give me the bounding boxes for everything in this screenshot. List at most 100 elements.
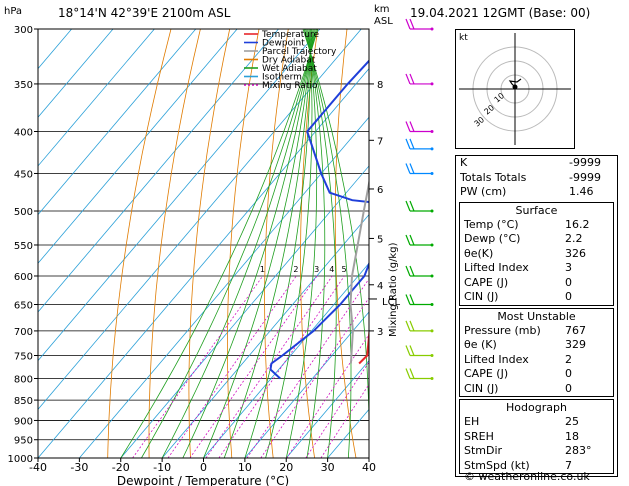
legend-label: Dry Adiabat [262, 56, 316, 66]
pressure-tick-label: 650 [14, 301, 33, 312]
sreh-label: SREH [464, 429, 494, 443]
temperature-tick-label: -10 [153, 461, 171, 474]
legend-label: Parcel Trajectory [262, 47, 337, 57]
mixing-ratio-axis-title: Mixing Ratio (g/kg) [388, 242, 399, 337]
wet-adiabat [305, 29, 337, 458]
pressure-tick-label: 900 [14, 416, 33, 427]
hodograph-storm-marker [512, 84, 518, 90]
mixing-ratio-line [260, 297, 369, 458]
mixing-ratio-label: 5 [341, 265, 346, 274]
unstable-li-label: Lifted Index [464, 352, 529, 366]
stmspd-value: 7 [565, 458, 572, 472]
mixing-ratio-line [205, 275, 333, 458]
wet-adiabat [120, 29, 319, 458]
km-axis-unit: km [374, 4, 390, 15]
plot-frame [37, 28, 370, 459]
wind-barb-dot [430, 209, 434, 213]
temperature-tick-label: 20 [279, 461, 293, 474]
wind-barb-dot [430, 329, 434, 333]
isotherm [38, 29, 362, 410]
wind-barb-flag [405, 73, 411, 85]
isotherm [244, 311, 369, 458]
dry-adiabat [148, 29, 201, 458]
surface-cin-label: CIN (J) [464, 290, 499, 303]
copyright-footer: © weatheronline.co.uk [464, 470, 590, 483]
unstable-section: Most Unstable Pressure (mb) 767 θe (K) 329… [459, 307, 614, 397]
surface-theta-label: θe(K) [464, 246, 494, 260]
wind-barb-flag [405, 121, 411, 132]
pressure-tick-label: 300 [14, 25, 33, 36]
dry-adiabat [107, 29, 172, 458]
pressure-tick-label: 550 [14, 241, 33, 252]
dry-adiabat [226, 29, 260, 458]
eh-label: EH [464, 415, 480, 428]
wind-barb-dot [430, 82, 434, 86]
isotherm [79, 116, 369, 458]
wind-barb-dot [430, 27, 434, 31]
tt-label: Totals Totals [460, 170, 527, 184]
mixing-ratio-label: 8 [368, 265, 373, 274]
mixing-ratio-label: 3 [314, 265, 319, 274]
wind-barb-dot [430, 353, 434, 357]
hodograph-title: Hodograph [506, 401, 567, 414]
wind-barb-flag [405, 18, 411, 30]
legend-label: Dewpoint [262, 39, 305, 49]
km-tick-label: 5 [377, 234, 383, 245]
wind-barb-dot [430, 243, 434, 247]
legend-label: Mixing Ratio [262, 81, 318, 91]
pressure-tick-label: 950 [14, 436, 33, 447]
mixing-ratio-line [218, 275, 345, 458]
mixing-ratio-line [320, 383, 369, 458]
surface-cin-value: 0 [565, 290, 572, 303]
km-tick-label: 7 [377, 136, 383, 147]
temperature-tick-label: -40 [29, 461, 47, 474]
surface-li-label: Lifted Index [464, 261, 529, 274]
unstable-pres-label: Pressure (mb) [464, 323, 541, 337]
wind-barb-dot [430, 171, 434, 175]
wind-barb-flag [405, 368, 411, 379]
mixing-ratio-line [167, 275, 297, 458]
wind-barb-dot [430, 147, 434, 151]
wind-barb-flag [409, 163, 415, 174]
wind-barb-flag [409, 138, 415, 150]
wet-adiabat [302, 29, 369, 458]
km-tick-label: 8 [377, 80, 383, 91]
trace-dewpoint [269, 59, 369, 380]
wind-barb-flag [409, 121, 415, 132]
mixing-ratio-line [246, 278, 369, 458]
temperature-tick-label: 30 [321, 461, 335, 474]
location-label: 18°14'N 42°39'E 2100m ASL [58, 6, 231, 20]
km-tick-label: 4 [377, 281, 383, 292]
surface-cape-value: 0 [565, 275, 572, 289]
unstable-pres-value: 767 [565, 323, 586, 337]
stmdir-label: StmDir [464, 444, 503, 457]
isotherm [120, 165, 369, 458]
legend-label: Isotherm [262, 73, 302, 83]
surface-cape-label: CAPE (J) [464, 275, 509, 289]
pressure-tick-label: 1000 [8, 454, 33, 465]
trace-temperature [358, 328, 369, 365]
pw-value: 1.46 [569, 185, 594, 198]
isotherm [203, 262, 369, 458]
mixing-ratio-label: 4 [329, 265, 334, 274]
pressure-tick-label: 350 [14, 80, 33, 91]
pressure-tick-label: 850 [14, 396, 33, 407]
wind-barb-flag [405, 345, 411, 356]
km-tick-label: 3 [377, 327, 383, 338]
hodograph-kt-label: kt [459, 33, 468, 43]
pressure-tick-label: 600 [14, 272, 33, 283]
isotherm [38, 29, 155, 167]
unstable-cape-label: CAPE (J) [464, 367, 509, 380]
wind-barb-flag [409, 265, 415, 277]
wind-barb-flag [405, 234, 411, 246]
pressure-axis-unit: hPa [4, 6, 22, 17]
wet-adiabat [265, 29, 313, 458]
dry-adiabat [264, 29, 289, 458]
hodograph: kt 10 20 30 [455, 29, 575, 149]
trace-parcel-trajectory [349, 178, 369, 364]
wet-adiabat [244, 29, 311, 458]
wind-barb-flag [405, 320, 411, 332]
surface-section: Surface Temp (°C) 16.2 Dewp (°C) 2.2 θe(K)… [459, 201, 614, 306]
k-label: K [460, 156, 468, 169]
mixing-ratio-label: 1 [260, 265, 265, 274]
